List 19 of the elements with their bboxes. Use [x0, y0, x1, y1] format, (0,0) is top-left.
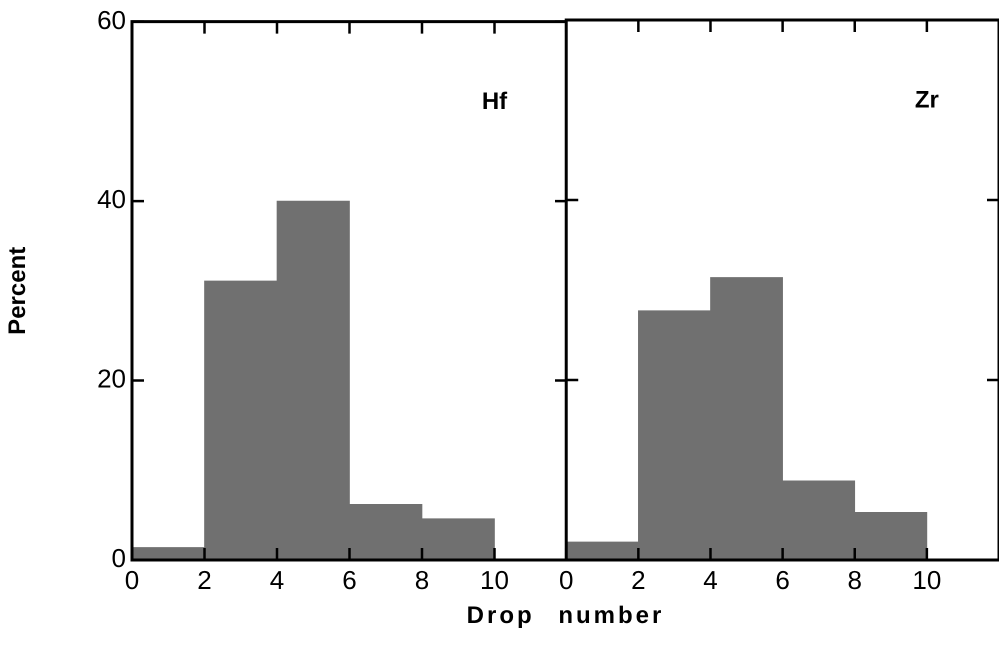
x-axis-title: Drop number [466, 602, 666, 630]
x-tick-label: 0 [558, 564, 574, 595]
text: Hf [482, 88, 508, 115]
x-tick-label: 8 [414, 564, 430, 595]
x-tick-label: 8 [848, 564, 862, 595]
x-tick-label: 2 [631, 564, 646, 595]
y-tick-label: 20 [97, 364, 126, 394]
x-tick-label: 4 [703, 564, 718, 595]
x-tick-label: 6 [775, 564, 790, 595]
y-axis-title: Percent [4, 246, 32, 335]
y-tick-label: 60 [97, 4, 126, 35]
y-tick-label: 40 [97, 184, 126, 214]
x-tick-label: 10 [480, 564, 509, 595]
y-tick-label: 0 [112, 543, 126, 574]
x-tick-label: 6 [342, 564, 357, 595]
text: Zr [914, 86, 939, 114]
x-tick-label: 2 [197, 564, 212, 595]
x-tick-label: 10 [912, 564, 942, 595]
x-tick-label: 4 [270, 564, 284, 595]
